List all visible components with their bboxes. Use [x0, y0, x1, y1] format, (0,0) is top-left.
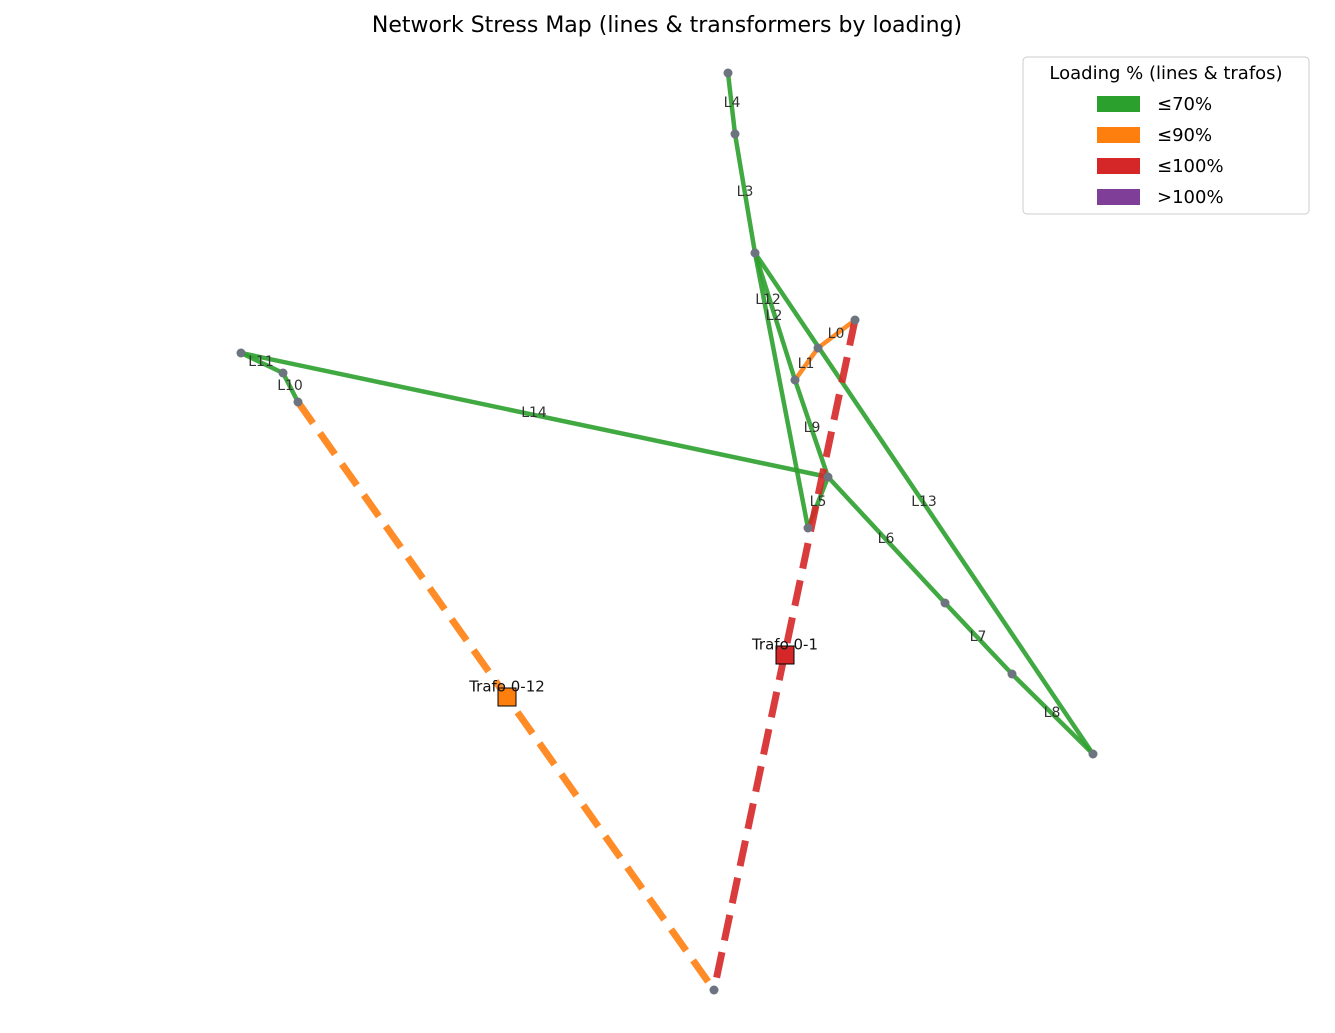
- line-label: L4: [724, 95, 741, 111]
- line-label: L0: [828, 326, 845, 342]
- legend-label: ≤90%: [1157, 125, 1212, 146]
- bus-node: [750, 248, 760, 258]
- line-edge: [815, 317, 858, 351]
- line-label: L3: [737, 184, 754, 200]
- trafo-marker: [775, 645, 795, 665]
- bus-node: [236, 348, 246, 358]
- legend-swatch: [1097, 158, 1140, 174]
- line-edge: [280, 370, 301, 405]
- bus-node: [823, 472, 833, 482]
- line-edge: [752, 250, 811, 531]
- line-label: L14: [521, 405, 547, 421]
- line-label: L6: [878, 531, 895, 547]
- legend-title: Loading % (lines & trafos): [1049, 63, 1282, 84]
- bus-node: [790, 375, 800, 385]
- legend-swatch: [1097, 96, 1140, 112]
- trafo-label: Trafo 0-1: [751, 636, 818, 654]
- bus-node: [850, 315, 860, 325]
- line-edge: [752, 250, 798, 383]
- line-label: L1: [798, 356, 815, 372]
- bus-node: [278, 368, 288, 378]
- line-label: L8: [1044, 705, 1061, 721]
- bus-node: [709, 985, 719, 995]
- line-label: L7: [970, 629, 987, 645]
- line-label: L13: [911, 494, 937, 510]
- line-edge: [942, 600, 1015, 677]
- bus-node: [723, 68, 733, 78]
- bus-node: [813, 343, 823, 353]
- legend-label: ≤100%: [1157, 156, 1224, 177]
- bus-node: [293, 397, 303, 407]
- legend-label: >100%: [1157, 187, 1224, 208]
- bus-node: [803, 523, 813, 533]
- line-edge: [825, 474, 948, 606]
- trafo-label: Trafo 0-12: [468, 678, 545, 696]
- line-edge: [732, 131, 758, 256]
- line-label: L5: [810, 494, 827, 510]
- legend-box: [1022, 56, 1310, 215]
- legend-label: ≤70%: [1157, 94, 1212, 115]
- line-label: L10: [277, 378, 303, 394]
- line-edge: [792, 377, 831, 480]
- trafo-marker: [497, 687, 517, 707]
- line-label: L12: [755, 292, 781, 308]
- bus-node: [940, 598, 950, 608]
- line-edge: [725, 70, 738, 137]
- legend-swatch: [1097, 189, 1140, 205]
- bus-node: [730, 129, 740, 139]
- title: Network Stress Map (lines & transformers…: [372, 13, 962, 38]
- line-label: L2: [766, 308, 783, 324]
- line-edge: [752, 250, 1096, 757]
- legend-swatch: [1097, 127, 1140, 143]
- line-edge: [238, 350, 831, 480]
- line-label: L9: [804, 420, 821, 436]
- line-label: L11: [248, 354, 274, 370]
- line-edge: [1009, 671, 1096, 757]
- bus-node: [1088, 749, 1098, 759]
- bus-node: [1007, 669, 1017, 679]
- line-edge: [792, 345, 821, 383]
